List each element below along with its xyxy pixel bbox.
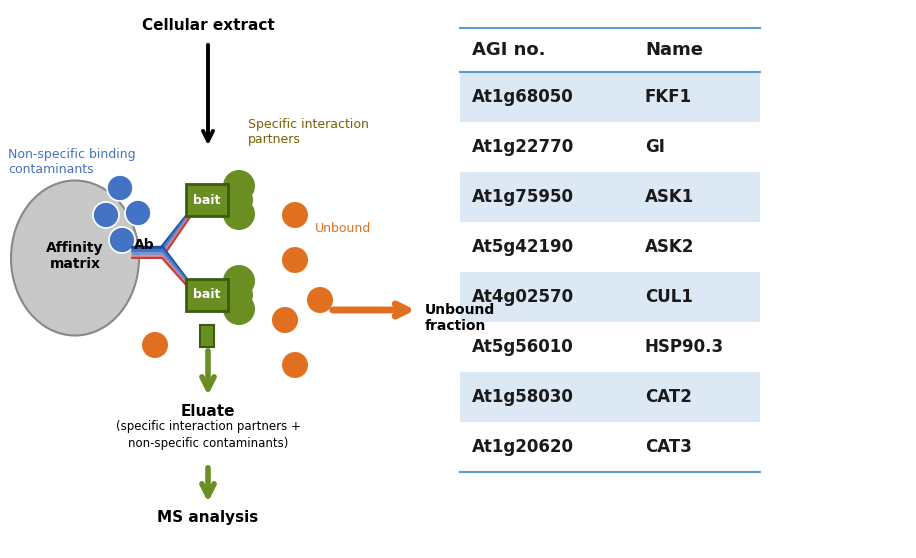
Bar	[460, 72, 760, 122]
Text: At1g75950: At1g75950	[472, 188, 574, 206]
Text: Ab: Ab	[134, 238, 155, 252]
Text: At5g42190: At5g42190	[472, 238, 574, 256]
Circle shape	[223, 293, 255, 325]
Text: At1g58030: At1g58030	[472, 388, 574, 406]
Circle shape	[282, 352, 308, 378]
Text: Non-specific binding
contaminants: Non-specific binding contaminants	[8, 148, 136, 176]
Circle shape	[282, 202, 308, 228]
Text: Name: Name	[645, 41, 703, 59]
Text: (specific interaction partners +
non-specific contaminants): (specific interaction partners + non-spe…	[115, 420, 300, 450]
Text: ASK2: ASK2	[645, 238, 694, 256]
Circle shape	[142, 332, 168, 358]
Circle shape	[109, 227, 135, 253]
Text: At1g20620: At1g20620	[472, 438, 574, 456]
Bar	[460, 322, 760, 372]
Circle shape	[223, 265, 255, 297]
Circle shape	[307, 287, 333, 313]
Text: GI: GI	[645, 138, 665, 156]
Text: ASK1: ASK1	[645, 188, 694, 206]
Bar	[460, 122, 760, 172]
Text: Specific interaction
partners: Specific interaction partners	[248, 118, 369, 146]
Text: CAT3: CAT3	[645, 438, 692, 456]
Text: At4g02570: At4g02570	[472, 288, 574, 306]
Circle shape	[107, 175, 133, 201]
Text: bait: bait	[193, 194, 221, 206]
Circle shape	[125, 200, 151, 226]
Bar	[460, 272, 760, 322]
Text: At5g56010: At5g56010	[472, 338, 573, 356]
Bar	[200, 325, 214, 347]
Text: Cellular extract: Cellular extract	[142, 18, 275, 33]
Circle shape	[225, 186, 253, 214]
Text: At1g68050: At1g68050	[472, 88, 573, 106]
Text: CAT2: CAT2	[645, 388, 692, 406]
Ellipse shape	[11, 180, 139, 335]
Circle shape	[223, 198, 255, 230]
Circle shape	[282, 247, 308, 273]
Text: AGI no.: AGI no.	[472, 41, 546, 59]
Bar	[186, 279, 228, 311]
Text: Eluate: Eluate	[180, 404, 235, 419]
Circle shape	[223, 170, 255, 202]
Text: CUL1: CUL1	[645, 288, 692, 306]
Text: bait: bait	[193, 288, 221, 301]
Text: HSP90.3: HSP90.3	[645, 338, 725, 356]
Bar	[186, 184, 228, 216]
Text: MS analysis: MS analysis	[158, 510, 258, 525]
Text: At1g22770: At1g22770	[472, 138, 574, 156]
Text: FKF1: FKF1	[645, 88, 692, 106]
Text: Unbound
fraction: Unbound fraction	[425, 303, 496, 333]
Bar	[460, 172, 760, 222]
Circle shape	[225, 281, 253, 309]
Bar	[460, 422, 760, 472]
Text: Affinity
matrix: Affinity matrix	[46, 241, 104, 271]
Bar	[460, 372, 760, 422]
Bar	[460, 222, 760, 272]
Circle shape	[272, 307, 298, 333]
Circle shape	[93, 202, 119, 228]
Text: Unbound: Unbound	[315, 222, 371, 234]
